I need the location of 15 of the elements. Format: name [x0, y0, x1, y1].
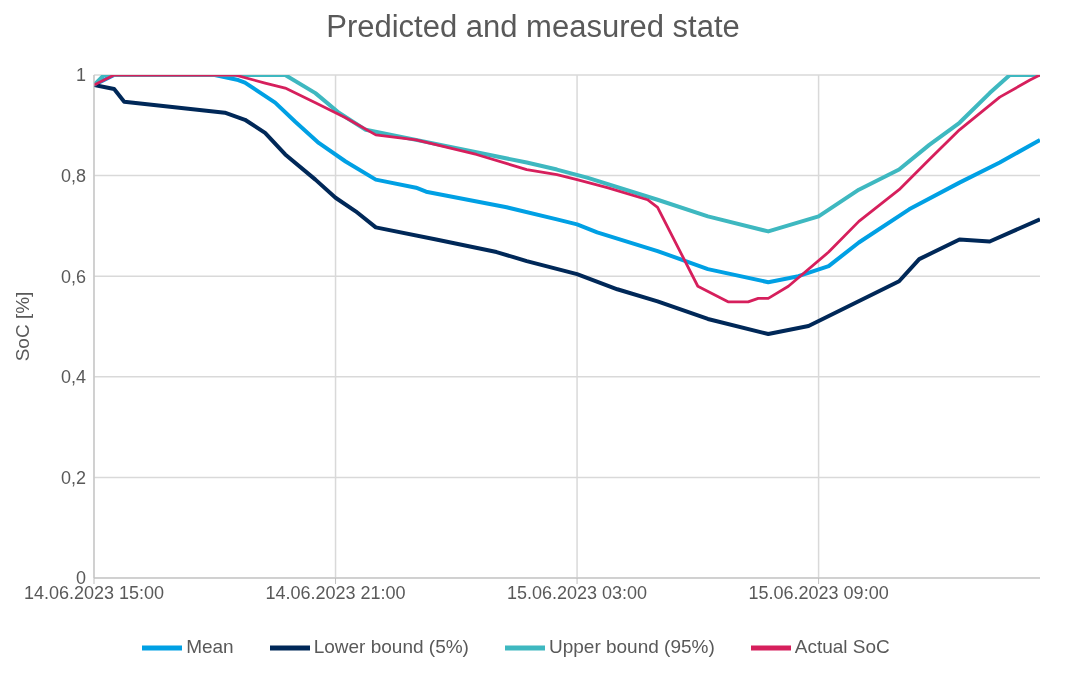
y-tick-label: 0,8: [60, 165, 86, 186]
legend-label: Upper bound (95%): [548, 636, 715, 658]
y-axis-title: SoC [%]: [11, 291, 33, 362]
legend-label: Actual SoC: [794, 636, 890, 658]
x-tick-label: 14.06.2023 21:00: [265, 582, 406, 603]
y-tick-label: 0,2: [60, 467, 86, 488]
y-tick-label: 0,4: [60, 367, 86, 388]
x-tick-label: 15.06.2023 09:00: [748, 582, 889, 603]
chart-title: Predicted and measured state: [325, 8, 741, 46]
line-series: [94, 83, 1040, 337]
x-tick-label: 15.06.2023 03:00: [506, 582, 648, 603]
y-tick-label: 1: [75, 65, 86, 86]
legend-label: Mean: [186, 636, 234, 658]
legend-label: Lower bound (5%): [313, 636, 469, 658]
y-tick-label: 0,6: [60, 266, 86, 287]
